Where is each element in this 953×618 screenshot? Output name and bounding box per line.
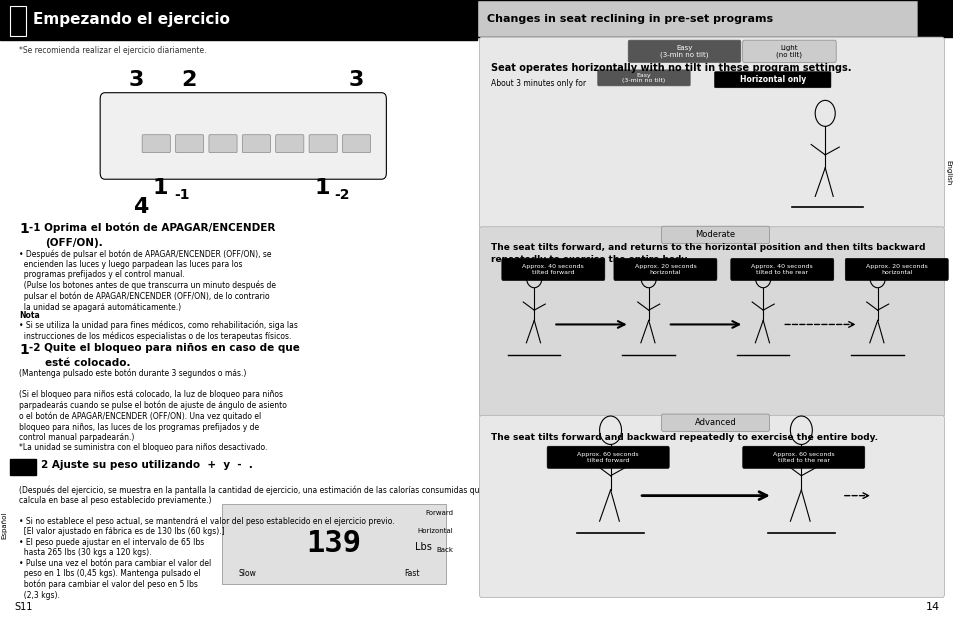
- Text: Easy
(3-min no tilt): Easy (3-min no tilt): [659, 44, 708, 58]
- FancyBboxPatch shape: [142, 135, 170, 153]
- Text: About 3 minutes only for: About 3 minutes only for: [491, 79, 586, 88]
- FancyBboxPatch shape: [100, 93, 386, 179]
- Text: Back: Back: [436, 547, 453, 553]
- Text: Fast: Fast: [404, 569, 419, 578]
- FancyBboxPatch shape: [10, 459, 35, 475]
- Text: esté colocado.: esté colocado.: [46, 358, 131, 368]
- FancyBboxPatch shape: [546, 446, 669, 468]
- Text: Easy
(3-min no tilt): Easy (3-min no tilt): [621, 73, 665, 83]
- Text: Forward: Forward: [425, 510, 453, 516]
- FancyBboxPatch shape: [917, 0, 953, 37]
- FancyBboxPatch shape: [0, 0, 476, 40]
- Text: -2 Quite el bloqueo para niños en caso de que: -2 Quite el bloqueo para niños en caso d…: [29, 343, 299, 353]
- Text: 3: 3: [129, 70, 144, 90]
- Text: 1: 1: [152, 179, 168, 198]
- FancyBboxPatch shape: [10, 6, 27, 36]
- Text: Moderate: Moderate: [695, 231, 735, 239]
- Text: 2: 2: [181, 70, 196, 90]
- Text: Horizontal only: Horizontal only: [739, 75, 805, 84]
- Text: Español: Español: [2, 512, 8, 539]
- Text: (Mantenga pulsado este botón durante 3 segundos o más.)

(Si el bloqueo para niñ: (Mantenga pulsado este botón durante 3 s…: [19, 369, 287, 452]
- Text: 2 Ajuste su peso utilizando  +  y  -  .: 2 Ajuste su peso utilizando + y - .: [40, 460, 253, 470]
- Text: -1 Oprima el botón de APAGAR/ENCENDER: -1 Oprima el botón de APAGAR/ENCENDER: [29, 222, 274, 233]
- Text: • Después de pulsar el botón de APAGAR/ENCENDER (OFF/ON), se
  encienden las luc: • Después de pulsar el botón de APAGAR/E…: [19, 249, 275, 311]
- Text: -1: -1: [173, 188, 190, 203]
- Text: 139: 139: [306, 530, 361, 558]
- Text: Approx. 20 seconds
horizontal: Approx. 20 seconds horizontal: [865, 264, 926, 275]
- FancyBboxPatch shape: [242, 135, 271, 153]
- FancyBboxPatch shape: [741, 40, 835, 62]
- Text: Approx. 60 seconds
tilted to the rear: Approx. 60 seconds tilted to the rear: [772, 452, 834, 463]
- FancyBboxPatch shape: [275, 135, 303, 153]
- FancyBboxPatch shape: [597, 70, 689, 86]
- Text: Approx. 60 seconds
tilted forward: Approx. 60 seconds tilted forward: [577, 452, 639, 463]
- Text: *Se recomienda realizar el ejercicio diariamente.: *Se recomienda realizar el ejercicio dia…: [19, 46, 207, 56]
- FancyBboxPatch shape: [501, 258, 604, 281]
- Text: Nota: Nota: [19, 311, 40, 320]
- Text: Light
(no tilt): Light (no tilt): [776, 44, 801, 58]
- Text: The seat tilts forward, and returns to the horizontal position and then tilts ba: The seat tilts forward, and returns to t…: [491, 243, 924, 264]
- Text: Approx. 20 seconds
horizontal: Approx. 20 seconds horizontal: [634, 264, 696, 275]
- FancyBboxPatch shape: [209, 135, 236, 153]
- Text: (OFF/ON).: (OFF/ON).: [46, 238, 103, 248]
- FancyBboxPatch shape: [175, 135, 204, 153]
- FancyBboxPatch shape: [614, 258, 717, 281]
- FancyBboxPatch shape: [627, 40, 740, 62]
- Text: 3: 3: [348, 70, 363, 90]
- FancyBboxPatch shape: [741, 446, 863, 468]
- FancyBboxPatch shape: [478, 227, 943, 417]
- Text: • Si se utiliza la unidad para fines médicos, como rehabilitación, siga las
  in: • Si se utiliza la unidad para fines méd…: [19, 320, 297, 341]
- Text: Changes in seat reclining in pre-set programs: Changes in seat reclining in pre-set pro…: [486, 14, 772, 23]
- Text: The seat tilts forward and backward repeatedly to exercise the entire body.: The seat tilts forward and backward repe…: [491, 433, 878, 442]
- Text: English: English: [944, 160, 950, 186]
- Text: Approx. 40 seconds
tilted forward: Approx. 40 seconds tilted forward: [522, 264, 583, 275]
- Text: 1: 1: [19, 222, 29, 237]
- FancyBboxPatch shape: [478, 37, 943, 229]
- FancyBboxPatch shape: [661, 414, 768, 431]
- Text: Lbs: Lbs: [415, 542, 432, 552]
- FancyBboxPatch shape: [661, 226, 768, 243]
- Text: Empezando el ejercicio: Empezando el ejercicio: [33, 12, 230, 27]
- FancyBboxPatch shape: [221, 504, 445, 584]
- Text: Slow: Slow: [238, 569, 256, 578]
- FancyBboxPatch shape: [478, 415, 943, 598]
- Text: Advanced: Advanced: [694, 418, 736, 427]
- Text: (Después del ejercicio, se muestra en la pantalla la cantidad de ejercicio, una : (Después del ejercicio, se muestra en la…: [19, 485, 495, 600]
- FancyBboxPatch shape: [342, 135, 370, 153]
- FancyBboxPatch shape: [730, 258, 833, 281]
- FancyBboxPatch shape: [844, 258, 947, 281]
- FancyBboxPatch shape: [476, 0, 917, 37]
- FancyBboxPatch shape: [309, 135, 337, 153]
- Text: 14: 14: [924, 602, 939, 612]
- Text: 1: 1: [314, 179, 330, 198]
- Text: S11: S11: [14, 602, 32, 612]
- Text: 4: 4: [133, 197, 149, 217]
- Text: -2: -2: [334, 188, 349, 203]
- Text: Horizontal: Horizontal: [417, 528, 453, 535]
- Text: Seat operates horizontally with no tilt in these program settings.: Seat operates horizontally with no tilt …: [491, 63, 851, 73]
- Text: Approx. 40 seconds
tilted to the rear: Approx. 40 seconds tilted to the rear: [751, 264, 812, 275]
- Text: 1: 1: [19, 343, 29, 357]
- FancyBboxPatch shape: [714, 72, 830, 88]
